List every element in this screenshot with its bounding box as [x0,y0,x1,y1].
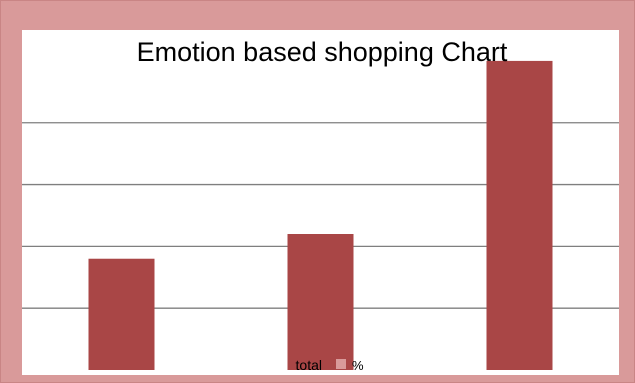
legend-swatch [336,359,346,369]
bar [287,234,354,370]
bar [88,258,155,370]
legend-entry: % [352,358,364,373]
chart-title: Emotion based shopping Chart [137,37,508,67]
legend-title: total [296,357,322,373]
bars [88,60,553,371]
bar [486,60,553,371]
legend: total % [296,357,364,373]
